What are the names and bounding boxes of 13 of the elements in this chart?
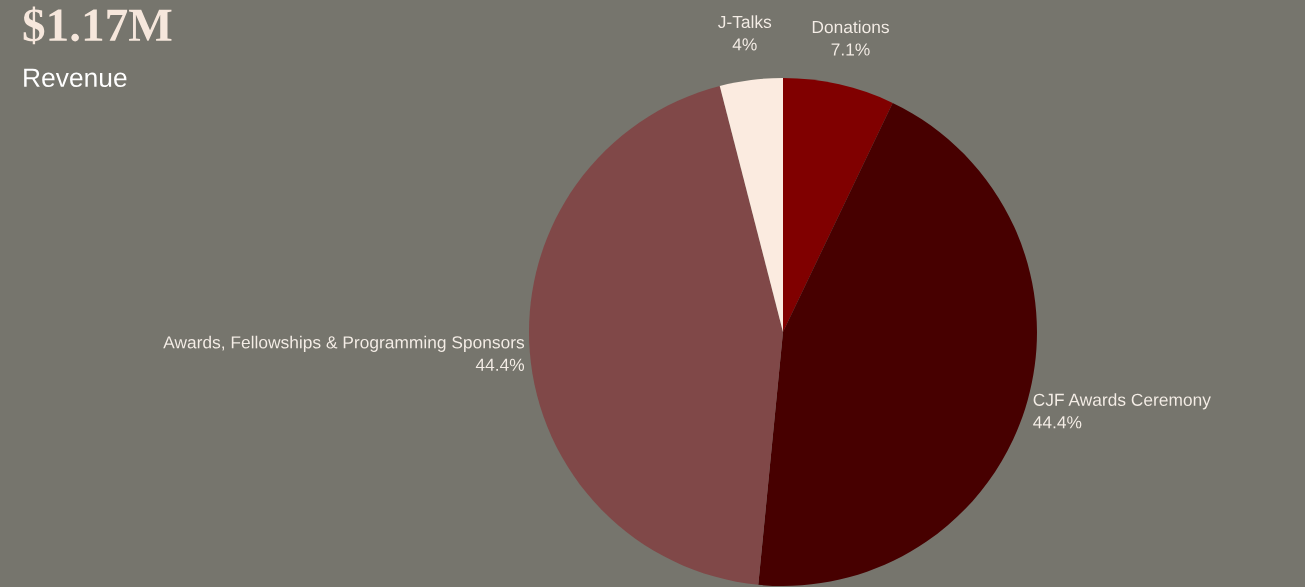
pie-slice (783, 78, 893, 332)
chart-title: $1.17M (23, 6, 172, 45)
pie-slice (529, 86, 783, 585)
slice-label: J-Talks (718, 15, 772, 29)
slice-label: Awards, Fellowships & Programming Sponsors (163, 335, 525, 352)
data-label: 44.4% (1033, 416, 1082, 429)
text: Revenue (24, 68, 127, 88)
data-label: 7.1% (831, 43, 870, 56)
slice-label: CJF Awards Ceremony (1033, 393, 1211, 410)
slice-label: Donations (812, 20, 889, 34)
pie-slice (719, 78, 783, 332)
data-label: 44.4% (475, 358, 525, 371)
data-label: 4% (732, 38, 757, 51)
